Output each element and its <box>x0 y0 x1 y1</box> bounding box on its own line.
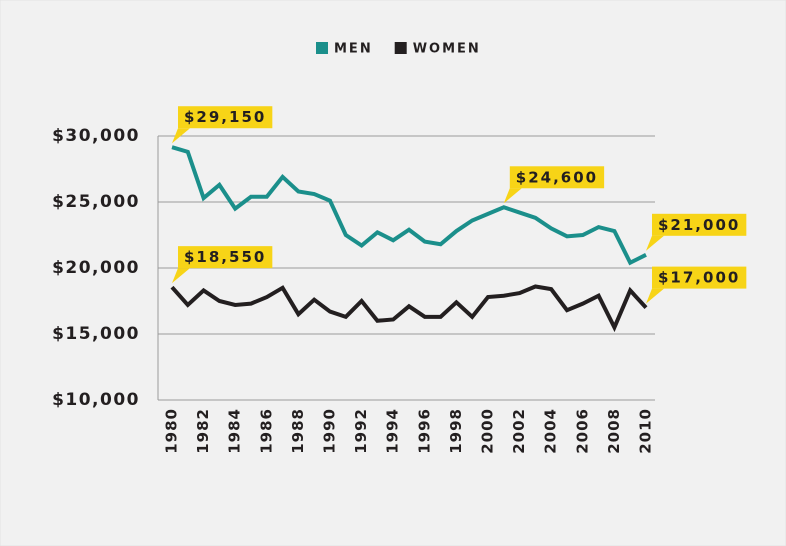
label-box <box>652 213 747 236</box>
legend-label: WOMEN <box>413 42 481 57</box>
y-tick-label: $15,000 <box>52 324 140 344</box>
x-tick-label: 1988 <box>289 408 307 454</box>
y-tick-label: $10,000 <box>52 390 140 410</box>
value-label: $29,150 <box>184 108 266 126</box>
x-tick-label: 2002 <box>510 408 528 454</box>
y-tick-label: $20,000 <box>52 258 140 278</box>
label-pointer <box>503 188 522 204</box>
x-tick-label: 1980 <box>163 408 181 454</box>
x-tick-label: 1982 <box>194 408 212 454</box>
legend-swatch <box>316 42 328 54</box>
x-tick-label: 1998 <box>447 408 465 454</box>
y-tick-label: $30,000 <box>52 126 140 146</box>
x-tick-label: 1992 <box>352 408 370 454</box>
x-tick-label: 1986 <box>257 408 275 454</box>
label-box <box>509 166 605 189</box>
x-tick-label: 1984 <box>226 408 244 454</box>
series-line <box>171 145 647 266</box>
legend-label: MEN <box>334 42 373 57</box>
x-tick-label: 2008 <box>605 408 623 454</box>
value-label: $17,000 <box>658 269 740 287</box>
value-label: $24,600 <box>516 168 598 186</box>
label-pointer <box>172 128 190 144</box>
x-tick-label: 2000 <box>479 408 497 454</box>
x-tick-label: 2006 <box>573 408 591 454</box>
legend-swatch <box>394 42 407 54</box>
label-box <box>652 266 747 289</box>
x-tick-label: 2010 <box>637 408 655 454</box>
x-tick-label: 1990 <box>321 408 339 454</box>
label-pointer <box>646 288 664 304</box>
y-tick-label: $25,000 <box>52 192 140 212</box>
x-tick-label: 2004 <box>542 408 560 454</box>
x-tick-label: 1996 <box>415 408 433 454</box>
value-label: $18,550 <box>184 248 266 266</box>
value-label: $21,000 <box>658 216 740 234</box>
series-line <box>170 284 648 333</box>
x-tick-label: 1994 <box>384 408 402 454</box>
label-box <box>178 246 273 269</box>
label-box <box>178 106 273 129</box>
label-pointer <box>172 268 190 284</box>
label-pointer <box>646 235 664 251</box>
